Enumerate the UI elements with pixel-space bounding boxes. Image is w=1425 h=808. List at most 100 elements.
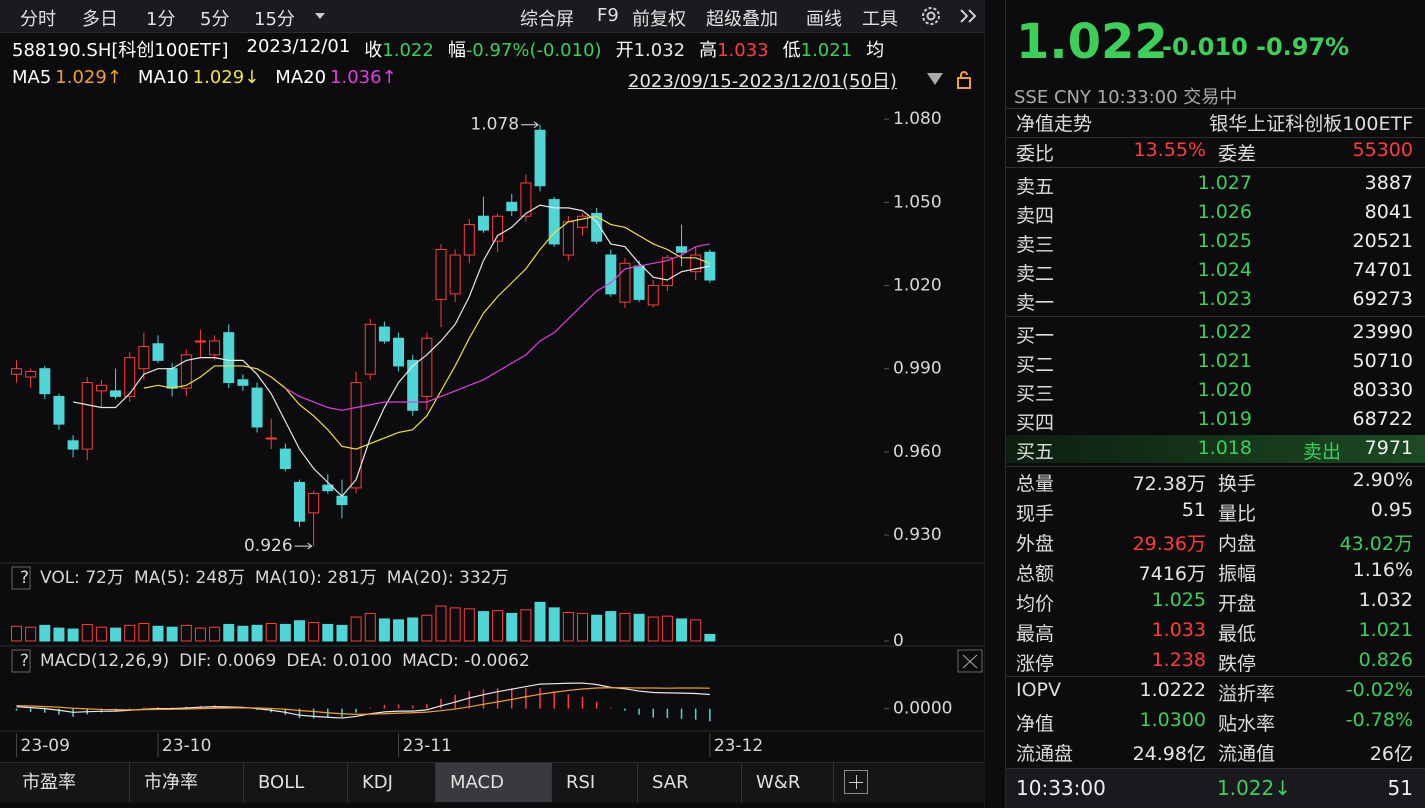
panel-header: ? (20, 651, 29, 671)
candle-body (421, 337, 433, 397)
panel-header: ? (20, 568, 29, 588)
quote-text: 1.0222 (1139, 679, 1206, 701)
y-tick-label: 1.050 (893, 192, 942, 212)
dropdown-icon[interactable] (314, 11, 326, 21)
volume-bar (294, 620, 305, 642)
tool-button[interactable]: F9 (597, 5, 619, 26)
volume-bar (180, 624, 192, 642)
quote-text: 10:33:00 (1016, 776, 1106, 800)
period-button[interactable]: 5分 (200, 9, 230, 30)
candle-body (378, 326, 390, 342)
tab[interactable]: W&R (742, 763, 834, 802)
quote-text: 委差 (1218, 143, 1257, 165)
x-tick-label: 23-10 (162, 736, 211, 756)
legend-item: MA20 1.036↑ (275, 67, 396, 88)
period-button[interactable]: 15分 (254, 9, 295, 30)
tool-button[interactable]: 工具 (862, 9, 898, 30)
volume-bar (194, 627, 206, 642)
legend-value: 1.029↓ (192, 67, 260, 88)
candle-body (548, 199, 560, 245)
tab[interactable]: RSI (552, 763, 638, 802)
quote-text: 7971 (1364, 437, 1413, 459)
volume-bar (53, 627, 65, 642)
tab[interactable]: BOLL (244, 763, 348, 802)
quote-text: 0.826 (1358, 649, 1413, 671)
quote-text: 51 (1387, 776, 1413, 800)
tool-button[interactable]: 画线 (806, 9, 842, 30)
quote-text: 买四 (1016, 412, 1055, 434)
candle-body (308, 492, 320, 514)
quote-text: 68722 (1352, 408, 1413, 430)
candle-body (591, 212, 603, 242)
tab[interactable]: 市盈率 (8, 763, 130, 802)
quote-text: 买五 (1016, 441, 1055, 463)
tab-bar: 市盈率 市净率 BOLL KDJ MACD RSI SAR W&R (0, 762, 985, 803)
volume-bar (562, 611, 574, 642)
close-icon[interactable] (957, 649, 983, 673)
y-tick-label: 0.990 (893, 359, 942, 379)
candle-body (124, 357, 136, 397)
volume-bar (364, 612, 376, 642)
extreme-label: 0.926 (244, 536, 293, 556)
volume-bar (110, 627, 122, 642)
panel-header: DEA: 0.0100 (286, 651, 392, 671)
quote-text: 1.021 (1358, 619, 1413, 641)
candle-body (223, 332, 235, 384)
candle-body (661, 257, 673, 287)
range-icons (927, 71, 971, 89)
candle-body (350, 382, 362, 489)
quote-text: 1.023 (1197, 288, 1252, 310)
y-tick-label: 0 (893, 631, 904, 651)
volume-bar (11, 625, 22, 642)
tool-button[interactable]: 前复权 (632, 9, 686, 30)
candle-body (11, 368, 22, 375)
volume-bar (704, 633, 716, 642)
period-button[interactable]: 多日 (82, 9, 118, 30)
quote-text: 1.024 (1197, 259, 1252, 281)
help-box (11, 649, 31, 673)
plus-v (856, 775, 857, 789)
quote-text: 流通值 (1218, 743, 1276, 765)
candle-body (53, 395, 65, 425)
quote-text: 银华上证科创板100ETF (1209, 113, 1413, 135)
quote-text: 1.16% (1352, 559, 1413, 581)
quote-text: 卖出 (1302, 441, 1341, 463)
volume-bar (605, 611, 617, 642)
volume-bar (152, 625, 164, 642)
date-range[interactable]: 2023/09/15-2023/12/01(50日) (628, 71, 897, 92)
legend-name: MA5 (12, 67, 52, 88)
info-field: 幅-0.97%(-0.010) (448, 36, 602, 62)
quote-text: 3887 (1364, 172, 1413, 194)
quote-text: 买三 (1016, 383, 1055, 405)
row-divider (1006, 768, 1425, 769)
period-button[interactable]: 分时 (20, 9, 56, 30)
quote-text: 1.022↓ (1216, 776, 1291, 800)
tab[interactable]: MACD (436, 763, 552, 802)
legend-item: MA5 1.029↑ (12, 67, 122, 88)
volume-bar (407, 617, 419, 642)
tab[interactable]: KDJ (348, 763, 436, 802)
quote-text: 1.0300 (1139, 709, 1206, 731)
quote-text: 流通盘 (1016, 743, 1074, 765)
tool-button[interactable]: 超级叠加 (706, 9, 778, 30)
tick-bg (1006, 769, 1425, 808)
period-button[interactable]: 1分 (146, 9, 176, 30)
row-divider (1006, 676, 1425, 677)
volume-bar (95, 626, 107, 642)
candle-body (435, 248, 447, 300)
settings-icon[interactable] (920, 5, 942, 27)
tool-button[interactable]: 综合屏 (520, 9, 574, 30)
volume-bar (251, 624, 263, 642)
tab[interactable]: SAR (638, 763, 742, 802)
candle-body (95, 384, 107, 392)
row-divider (1006, 108, 1425, 109)
candle-body (180, 354, 192, 389)
row-divider (1006, 466, 1425, 467)
panel-header: MA(20): 332万 (387, 568, 509, 588)
quote-text: 80330 (1352, 379, 1413, 401)
add-tab[interactable] (844, 770, 868, 794)
more-icon[interactable] (958, 8, 980, 24)
volume-bar (25, 626, 37, 642)
ma-legend: MA5 1.029↑ MA10 1.029↓ MA20 1.036↑ (12, 67, 403, 88)
tab[interactable]: 市净率 (130, 763, 244, 802)
